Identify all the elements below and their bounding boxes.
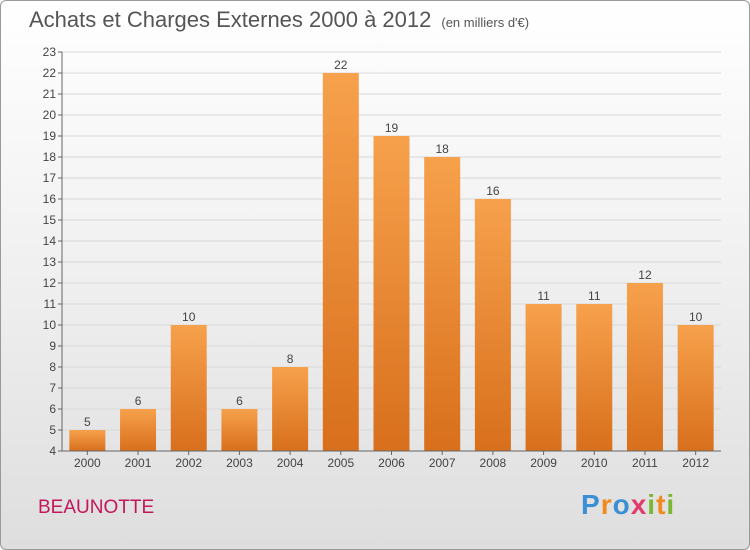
y-tick-label: 13 (43, 255, 57, 269)
chart-subtitle: (en milliers d'€) (441, 15, 530, 30)
x-tick-label-2010: 2010 (581, 456, 608, 470)
data-label-2011: 12 (638, 268, 652, 282)
x-tick-label-2009: 2009 (530, 456, 557, 470)
y-tick-label: 17 (43, 171, 57, 185)
y-tick-label: 9 (49, 339, 56, 353)
x-tick-label-2002: 2002 (175, 456, 202, 470)
bar-2009 (525, 304, 562, 451)
data-label-2010: 11 (588, 289, 601, 303)
x-tick-label-2011: 2011 (632, 456, 658, 470)
bar-2002 (170, 325, 207, 451)
data-label-2001: 6 (135, 394, 142, 408)
x-tick-label-2006: 2006 (378, 456, 405, 470)
y-tick-label: 21 (43, 87, 57, 101)
x-tick-label-2007: 2007 (429, 456, 456, 470)
data-label-2000: 5 (84, 415, 91, 429)
bar-2010 (576, 304, 613, 451)
y-tick-label: 10 (43, 318, 57, 332)
data-label-2004: 8 (287, 352, 294, 366)
bar-2004 (272, 367, 309, 451)
y-tick-label: 20 (43, 108, 57, 122)
y-tick-label: 22 (43, 66, 57, 80)
data-label-2006: 19 (385, 121, 399, 135)
data-label-2005: 22 (334, 58, 348, 72)
y-tick-label: 5 (49, 423, 56, 437)
x-tick-label-2005: 2005 (327, 456, 354, 470)
bar-2005 (322, 73, 359, 451)
x-tick-label-2000: 2000 (74, 456, 101, 470)
x-tick-label-2008: 2008 (480, 456, 507, 470)
data-label-2008: 16 (486, 184, 500, 198)
y-tick-label: 19 (43, 129, 57, 143)
data-label-2012: 10 (689, 310, 703, 324)
data-label-2003: 6 (236, 394, 243, 408)
data-label-2002: 10 (182, 310, 196, 324)
proxiti-logo[interactable]: Proxiti (581, 489, 676, 520)
bar-2011 (626, 283, 663, 451)
bars: 5 6 10 6 8 22 19 18 16 11 11 12 10 (69, 58, 714, 451)
y-tick-label: 16 (43, 192, 57, 206)
y-tick-label: 11 (44, 297, 57, 311)
bar-2007 (424, 157, 461, 451)
bar-2003 (221, 409, 258, 451)
bar-2012 (677, 325, 714, 451)
x-tick-label-2012: 2012 (682, 456, 709, 470)
y-tick-label: 18 (43, 150, 57, 164)
x-tick-label-2001: 2001 (125, 456, 152, 470)
bar-2008 (474, 199, 511, 451)
chart-title: Achats et Charges Externes 2000 à 2012 (e… (29, 7, 529, 33)
y-tick-label: 6 (49, 402, 56, 416)
commune-name: BEAUNOTTE (38, 497, 155, 518)
chart-title-text: Achats et Charges Externes 2000 à 2012 (29, 7, 432, 32)
axes: 4 5 6 7 8 9 10 11 12 13 14 15 16 17 18 19 20 21 22 23 2000 20… (43, 45, 721, 470)
x-tick-label-2004: 2004 (277, 456, 304, 470)
y-tick-label: 23 (43, 45, 57, 59)
y-tick-label: 7 (49, 381, 56, 395)
x-tick-label-2003: 2003 (226, 456, 253, 470)
y-tick-label: 4 (49, 444, 56, 458)
y-tick-label: 8 (49, 360, 56, 374)
data-label-2009: 11 (537, 289, 550, 303)
y-tick-label: 14 (43, 234, 57, 248)
y-tick-label: 12 (43, 276, 57, 290)
bar-2001 (120, 409, 157, 451)
bar-2000 (69, 430, 106, 451)
y-tick-label: 15 (43, 213, 57, 227)
data-label-2007: 18 (436, 142, 450, 156)
bar-2006 (373, 136, 410, 451)
